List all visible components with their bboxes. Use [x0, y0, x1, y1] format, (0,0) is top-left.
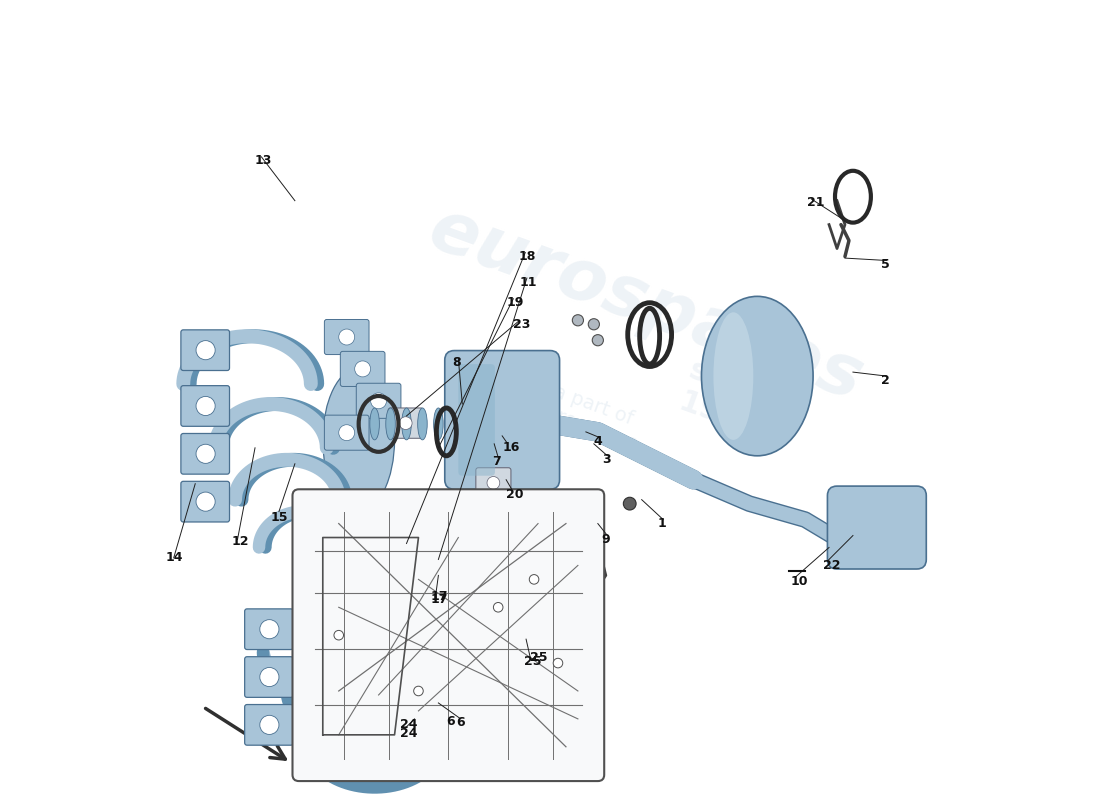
FancyBboxPatch shape	[244, 657, 294, 698]
FancyBboxPatch shape	[324, 319, 369, 354]
Circle shape	[494, 602, 503, 612]
Text: 10: 10	[791, 575, 808, 588]
Ellipse shape	[465, 606, 475, 640]
Text: 5: 5	[881, 258, 890, 271]
Text: 8: 8	[453, 356, 461, 369]
Text: 15: 15	[271, 511, 288, 525]
Text: 22: 22	[823, 559, 840, 572]
Circle shape	[399, 417, 412, 430]
Text: 19: 19	[506, 296, 524, 310]
FancyBboxPatch shape	[324, 415, 369, 450]
Text: 18: 18	[518, 250, 536, 263]
Circle shape	[588, 318, 600, 330]
FancyBboxPatch shape	[244, 609, 294, 650]
FancyBboxPatch shape	[180, 434, 230, 474]
Ellipse shape	[322, 368, 395, 512]
Text: a part of
eurospares: a part of eurospares	[532, 378, 648, 454]
FancyBboxPatch shape	[436, 531, 471, 562]
Text: 24: 24	[400, 718, 418, 731]
Circle shape	[624, 498, 636, 510]
Circle shape	[371, 393, 386, 409]
Circle shape	[572, 314, 583, 326]
FancyBboxPatch shape	[476, 468, 510, 498]
Text: 16: 16	[503, 442, 519, 454]
Circle shape	[334, 630, 343, 640]
Ellipse shape	[714, 312, 754, 440]
FancyBboxPatch shape	[180, 482, 230, 522]
Text: 3: 3	[602, 454, 610, 466]
Ellipse shape	[402, 408, 411, 440]
Text: eurospares: eurospares	[419, 194, 872, 415]
Circle shape	[196, 444, 216, 463]
FancyBboxPatch shape	[293, 490, 604, 781]
Ellipse shape	[482, 606, 491, 640]
FancyBboxPatch shape	[180, 386, 230, 426]
Circle shape	[503, 516, 516, 529]
Circle shape	[487, 477, 499, 490]
Circle shape	[196, 397, 216, 415]
Text: 14: 14	[166, 551, 184, 564]
Text: 17: 17	[430, 594, 448, 606]
Text: 11: 11	[519, 275, 537, 289]
Text: 25: 25	[525, 655, 542, 668]
Circle shape	[339, 425, 354, 441]
FancyBboxPatch shape	[459, 364, 495, 476]
Text: 2: 2	[881, 374, 890, 386]
FancyBboxPatch shape	[340, 351, 385, 386]
Circle shape	[196, 492, 216, 511]
Text: 6: 6	[455, 716, 464, 730]
Circle shape	[529, 574, 539, 584]
Circle shape	[553, 658, 563, 668]
Text: 23: 23	[513, 318, 530, 330]
Text: since
1985: since 1985	[673, 355, 778, 445]
Text: 13: 13	[255, 154, 273, 167]
Text: 1: 1	[658, 517, 667, 530]
Text: 7: 7	[493, 455, 502, 468]
Ellipse shape	[390, 583, 471, 743]
Text: 12: 12	[231, 534, 249, 548]
Text: 17: 17	[430, 590, 448, 603]
Circle shape	[260, 715, 279, 734]
Text: 25: 25	[530, 651, 548, 665]
FancyBboxPatch shape	[244, 705, 294, 745]
Circle shape	[414, 686, 424, 696]
Text: 20: 20	[506, 487, 524, 501]
Ellipse shape	[418, 408, 427, 440]
FancyBboxPatch shape	[444, 350, 560, 490]
Text: 4: 4	[594, 435, 603, 448]
Text: 6: 6	[447, 715, 455, 728]
FancyBboxPatch shape	[180, 330, 230, 370]
Text: 24: 24	[400, 726, 418, 740]
FancyBboxPatch shape	[827, 486, 926, 569]
Circle shape	[592, 334, 604, 346]
Text: 9: 9	[602, 533, 610, 546]
FancyBboxPatch shape	[492, 508, 527, 538]
Ellipse shape	[450, 606, 459, 640]
Ellipse shape	[702, 296, 813, 456]
Text: 21: 21	[806, 196, 824, 209]
Circle shape	[196, 341, 216, 360]
Circle shape	[354, 361, 371, 377]
Ellipse shape	[433, 408, 443, 440]
FancyBboxPatch shape	[388, 408, 424, 438]
Ellipse shape	[386, 408, 395, 440]
Circle shape	[339, 329, 354, 345]
Circle shape	[260, 620, 279, 638]
FancyBboxPatch shape	[356, 383, 400, 418]
Circle shape	[448, 540, 460, 553]
Ellipse shape	[370, 408, 379, 440]
Circle shape	[260, 667, 279, 686]
